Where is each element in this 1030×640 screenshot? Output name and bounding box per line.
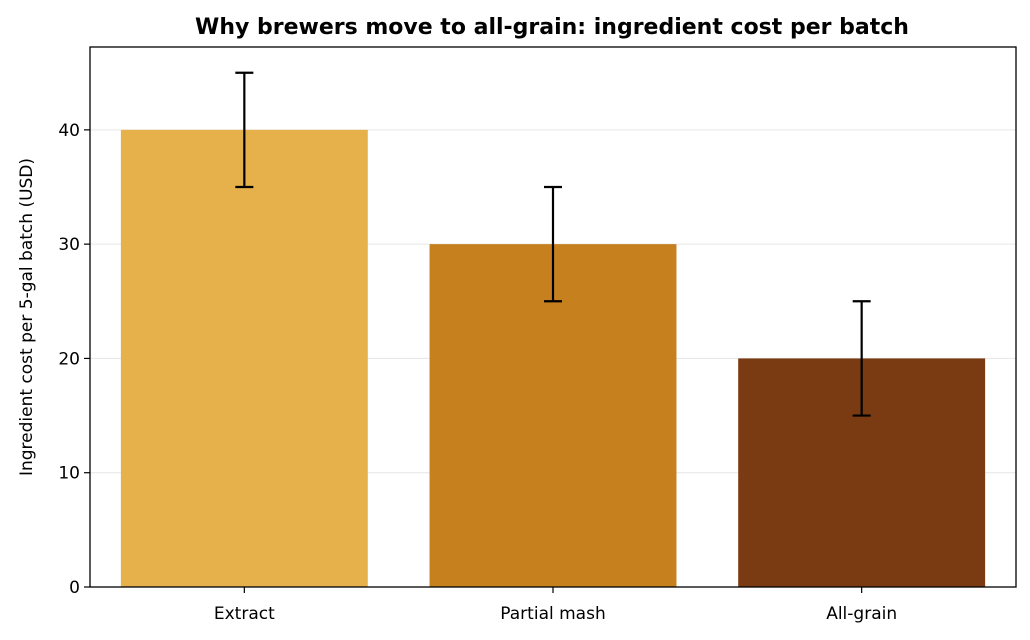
x-tick-label: All-grain bbox=[826, 604, 897, 624]
chart-title: Why brewers move to all-grain: ingredien… bbox=[195, 15, 909, 40]
y-tick-label: 20 bbox=[58, 349, 80, 369]
x-tick-label: Extract bbox=[214, 604, 275, 624]
y-tick-label: 40 bbox=[58, 121, 80, 141]
y-tick-label: 10 bbox=[58, 464, 80, 484]
bar-extract bbox=[120, 129, 368, 587]
error-bar bbox=[852, 300, 871, 417]
x-tick-label: Partial mash bbox=[500, 604, 605, 624]
error-bar bbox=[544, 185, 562, 303]
y-tick-label: 30 bbox=[58, 235, 80, 255]
y-axis-label: Ingredient cost per 5-gal batch (USD) bbox=[17, 158, 37, 476]
y-tick-label: 0 bbox=[69, 578, 80, 598]
y-axis-ticks: 0 10 20 30 40 bbox=[58, 121, 90, 598]
error-bar bbox=[235, 71, 254, 189]
error-bars bbox=[235, 71, 871, 417]
x-axis-ticks: Extract Partial mash All-grain bbox=[214, 587, 897, 624]
